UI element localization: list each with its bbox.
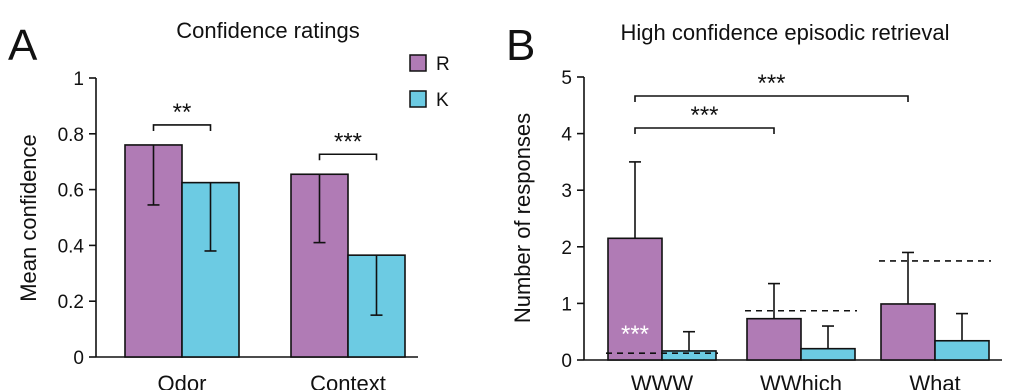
chart-a-significance-label: *** xyxy=(334,128,362,155)
legend-label-k: K xyxy=(436,90,449,111)
chart-b-bars: WWW WWhich What xyxy=(606,161,991,390)
chart-b-comparison-bracket xyxy=(634,95,909,102)
chart-b-y-tick-label: 2 xyxy=(561,238,572,259)
legend-swatch-r xyxy=(409,54,427,72)
chart-b-y-tick-label: 5 xyxy=(561,68,572,89)
chart-a-y-tick-label: 0.8 xyxy=(58,125,84,146)
panel-label-a: A xyxy=(8,21,38,70)
chart-b-y-label: Number of responses xyxy=(510,113,535,323)
chart-b-y-tick-label: 1 xyxy=(561,294,572,315)
chart-a-bars: Odor Context xyxy=(124,144,406,390)
chart-b-x-tick-label: What xyxy=(909,371,960,390)
chart-a-x-tick-label: Context xyxy=(310,371,386,390)
chart-b-bar-r xyxy=(880,303,936,361)
chart-a-significance-label: ** xyxy=(173,99,192,126)
chart-b-y-tick-label: 4 xyxy=(561,125,572,146)
chart-b-bar-k xyxy=(800,347,856,361)
legend: R K xyxy=(409,54,450,111)
chart-b-comparison-bracket xyxy=(634,127,775,134)
chart-b-bar-k xyxy=(661,350,717,361)
chart-b-comparison-label: *** xyxy=(757,70,785,97)
chart-b-inside-significance-label: *** xyxy=(621,321,649,348)
chart-b-bar-r xyxy=(746,317,802,361)
chart-a-y-tick-label: 0.4 xyxy=(58,236,85,257)
chart-a-y-tick-label: 0.2 xyxy=(58,292,84,313)
chart-a-significance: ***** xyxy=(152,99,378,161)
chart-a-y-tick-label: 0.6 xyxy=(58,181,84,202)
chart-b-y-tick-label: 3 xyxy=(561,181,572,202)
chart-a-y-tick-label: 0 xyxy=(73,348,84,369)
chart-b-title: High confidence episodic retrieval xyxy=(621,20,950,45)
chart-a-axes: 0 0.2 0.4 0.6 0.8 1 xyxy=(58,69,418,369)
chart-a-x-tick-label: Odor xyxy=(158,371,207,390)
panel-a: A Confidence ratings Mean confidence 0 0.… xyxy=(8,18,418,390)
legend-swatch-k xyxy=(409,90,427,108)
chart-b-x-tick-label: WWW xyxy=(631,371,694,390)
chart-a-y-tick-label: 1 xyxy=(73,69,84,90)
chart-b-bar-r xyxy=(607,237,663,361)
chart-b-bar-k xyxy=(934,339,990,361)
chart-b-y-tick-label: 0 xyxy=(561,351,572,372)
panel-b: B High confidence episodic retrieval Num… xyxy=(506,20,1002,390)
chart-b-significance: *** *** *** xyxy=(621,70,909,348)
panel-label-b: B xyxy=(506,21,535,70)
chart-a-y-label: Mean confidence xyxy=(16,134,41,302)
chart-b-comparison-label: *** xyxy=(690,102,718,129)
legend-label-r: R xyxy=(436,54,450,75)
chart-a-significance-bracket xyxy=(152,124,212,131)
chart-a-title: Confidence ratings xyxy=(176,18,359,43)
chart-a-significance-bracket xyxy=(318,153,378,161)
chart-b-x-tick-label: WWhich xyxy=(760,371,842,390)
